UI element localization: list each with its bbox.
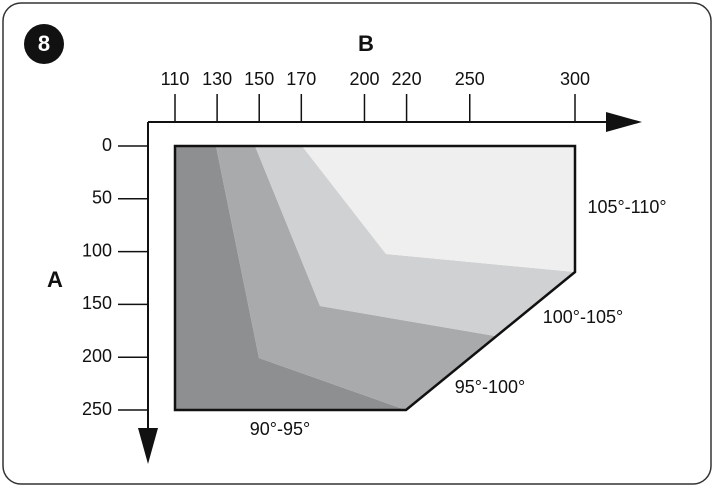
badge-number: 8 [38,31,50,56]
y-tick-label: 200 [82,346,112,366]
region-outline [173,144,577,412]
y-tick-label: 0 [102,135,112,155]
y-tick-label: 150 [82,293,112,313]
region-label: 100°-105° [543,307,623,327]
x-tick-label: 110 [161,69,190,89]
x-arrow [606,112,642,132]
x-tick-label: 220 [392,69,422,89]
x-axis-label: B [358,31,374,56]
region-label: 105°-110° [587,197,666,217]
region [216,146,495,410]
region-label: 90°-95° [250,419,310,439]
y-arrow [138,428,158,464]
badge [24,24,64,64]
region-label: 95°-100° [455,377,525,397]
x-tick-label: 300 [560,69,590,89]
y-tick-label: 250 [82,399,112,419]
regions [173,144,577,412]
region [255,146,575,336]
x-tick-label: 150 [244,69,274,89]
x-tick-label: 200 [349,69,379,89]
region [175,146,406,410]
y-tick-label: 50 [92,188,112,208]
y-tick-label: 100 [82,240,112,260]
x-tick-label: 170 [286,69,316,89]
y-axis-label: A [47,267,63,292]
x-tick-label: 130 [202,69,232,89]
region [302,146,575,272]
x-tick-label: 250 [455,69,485,89]
